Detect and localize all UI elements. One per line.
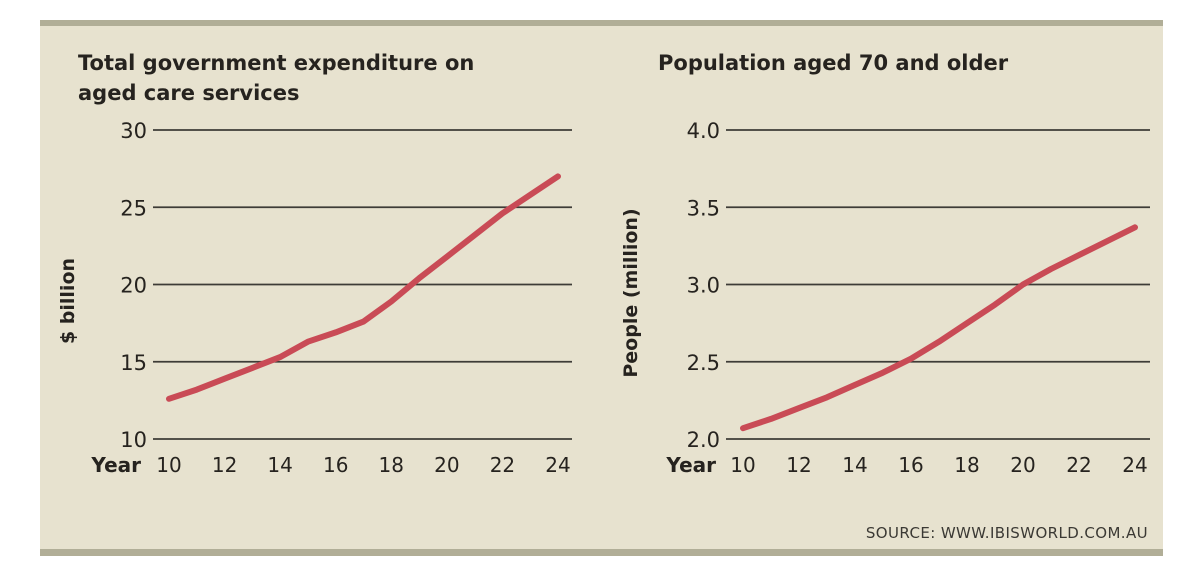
x-tick-label: 18 — [379, 453, 404, 477]
x-tick-label: 10 — [156, 453, 181, 477]
y-tick-label: 2.0 — [687, 428, 720, 452]
x-tick-label: 12 — [786, 453, 811, 477]
x-tick-label: 18 — [954, 453, 979, 477]
y-tick-label: 30 — [120, 119, 147, 143]
y-tick-label: 25 — [120, 196, 147, 220]
y-tick-label: 20 — [120, 274, 147, 298]
x-tick-label: 24 — [1122, 453, 1147, 477]
y-tick-label: 15 — [120, 351, 147, 375]
y-tick-label: 3.5 — [687, 196, 720, 220]
data-series-line — [166, 173, 561, 402]
x-axis-label: Year — [665, 453, 716, 477]
x-tick-label: 24 — [545, 453, 570, 477]
x-tick-label: 22 — [1066, 453, 1091, 477]
source-attribution: SOURCE: WWW.IBISWORLD.COM.AU — [865, 524, 1148, 542]
x-tick-label: 10 — [730, 453, 755, 477]
x-axis-label: Year — [90, 453, 141, 477]
y-tick-label: 10 — [120, 428, 147, 452]
x-tick-label: 16 — [323, 453, 348, 477]
x-tick-label: 20 — [434, 453, 459, 477]
chart-panel: Total government expenditure on aged car… — [40, 20, 1163, 556]
right-chart-title: Population aged 70 and older — [658, 48, 1008, 78]
x-tick-label: 12 — [212, 453, 237, 477]
right-chart-title-line1: Population aged 70 and older — [658, 51, 1009, 75]
x-tick-label: 22 — [490, 453, 515, 477]
y-tick-label: 4.0 — [687, 119, 720, 143]
y-tick-label: 2.5 — [687, 351, 720, 375]
x-tick-label: 20 — [1010, 453, 1035, 477]
left-chart-title: Total government expenditure on aged car… — [78, 48, 474, 108]
x-tick-label: 16 — [898, 453, 923, 477]
x-tick-label: 14 — [267, 453, 292, 477]
y-tick-label: 3.0 — [687, 274, 720, 298]
left-chart-title-line1: Total government expenditure on — [78, 51, 475, 75]
left-chart-title-line2: aged care services — [78, 81, 300, 105]
data-series-line — [740, 224, 1138, 432]
x-tick-label: 14 — [842, 453, 867, 477]
